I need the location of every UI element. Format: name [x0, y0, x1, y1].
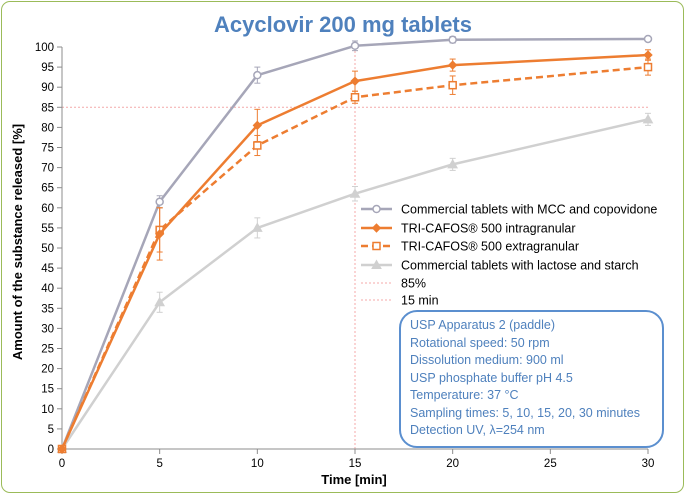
data-point	[643, 62, 653, 72]
y-tick-label: 25	[41, 344, 54, 356]
data-point	[448, 35, 457, 45]
legend-marker	[372, 204, 381, 214]
legend-label: TRI-CAFOS® 500 extragranular	[401, 240, 579, 254]
data-point	[643, 34, 653, 44]
legend-label: Commercial tablets with lactose and star…	[401, 259, 639, 273]
legend-label: 15 min	[401, 294, 439, 308]
y-tick-label: 65	[41, 183, 54, 195]
info-line: Detection UV, λ=254 nm	[410, 423, 545, 437]
data-point	[252, 120, 263, 131]
data-point	[154, 296, 166, 307]
data-point	[448, 80, 457, 90]
y-tick-label: 85	[41, 102, 54, 114]
legend-marker	[372, 241, 381, 251]
legend-marker	[371, 259, 382, 269]
info-line: USP phosphate buffer pH 4.5	[410, 370, 573, 385]
data-point	[251, 222, 263, 232]
series-line	[60, 53, 649, 450]
info-line: USP Apparatus 2 (paddle)	[410, 318, 556, 332]
y-tick-label: 55	[41, 223, 54, 235]
x-tick-label: 0	[59, 458, 65, 470]
y-tick-label: 60	[41, 203, 54, 215]
y-tick-label: 70	[41, 163, 54, 175]
data-point	[350, 76, 360, 86]
y-tick-label: 20	[41, 364, 54, 376]
legend-label: 85%	[401, 277, 426, 291]
data-point	[350, 93, 360, 102]
legend-label: Commercial tablets with MCC and copovido…	[401, 203, 657, 217]
y-tick-label: 45	[41, 263, 54, 275]
y-tick-label: 15	[41, 384, 54, 396]
data-point	[642, 113, 654, 124]
x-tick-label: 20	[446, 458, 459, 470]
y-tick-label: 50	[41, 243, 54, 255]
data-point	[447, 158, 459, 169]
x-tick-label: 30	[642, 458, 655, 470]
legend-label: TRI-CAFOS® 500 intragranular	[401, 222, 576, 236]
y-tick-label: 40	[41, 283, 54, 295]
series-4	[56, 112, 654, 453]
data-point	[447, 60, 458, 70]
y-tick-label: 80	[41, 122, 54, 134]
info-line: Rotational speed: 50 rpm	[410, 335, 550, 350]
x-axis-label: Time [min]	[321, 472, 387, 487]
y-tick-label: 35	[41, 303, 54, 315]
x-tick-label: 10	[251, 458, 264, 470]
y-tick-label: 30	[41, 323, 54, 335]
info-line: Sampling times: 5, 10, 15, 20, 30 minute…	[410, 405, 640, 420]
y-tick-label: 5	[48, 424, 54, 436]
series-line	[60, 65, 649, 450]
y-axis-label: Amount of the substance released [%]	[10, 124, 25, 360]
axes: 0510152025303540455055606570758085909510…	[35, 42, 655, 470]
x-tick-label: 25	[544, 458, 557, 470]
x-tick-label: 15	[349, 458, 362, 470]
series-2	[57, 49, 653, 454]
series-line	[60, 118, 649, 450]
legend: Commercial tablets with MCC and copovido…	[361, 203, 657, 308]
test-conditions-box: USP Apparatus 2 (paddle) Rotational spee…	[399, 310, 664, 448]
info-line: Dissolution medium: 900 ml	[410, 353, 564, 367]
y-tick-label: 90	[41, 82, 54, 94]
data-point	[57, 444, 67, 454]
y-tick-label: 75	[41, 143, 54, 155]
series-layer	[56, 34, 654, 454]
y-tick-label: 100	[35, 42, 54, 54]
x-tick-label: 5	[156, 458, 162, 470]
y-tick-label: 95	[41, 62, 54, 74]
data-point	[350, 41, 360, 51]
info-line: Temperature: 37 °C	[410, 388, 519, 402]
data-point	[253, 70, 262, 80]
chart-title: Acyclovir 200 mg tablets	[214, 12, 472, 37]
y-tick-label: 0	[48, 444, 54, 456]
data-point	[349, 188, 361, 198]
legend-marker	[371, 223, 382, 233]
reference-lines	[62, 47, 648, 449]
data-point	[155, 197, 164, 207]
series-line	[60, 37, 649, 450]
data-point	[643, 50, 653, 60]
y-tick-label: 10	[41, 404, 54, 416]
series-1	[57, 34, 653, 454]
data-point	[253, 141, 262, 150]
data-point	[154, 229, 165, 239]
